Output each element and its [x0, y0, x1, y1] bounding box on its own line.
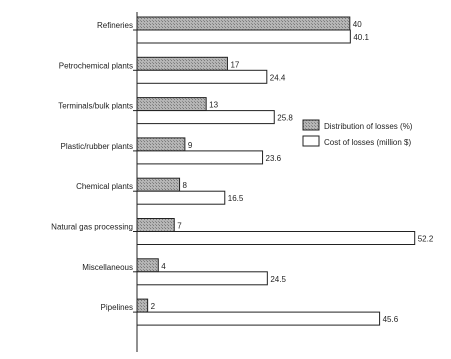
data-label: 40.1	[353, 33, 369, 42]
bar-layer	[136, 16, 416, 326]
bar-distribution-of-losses	[136, 16, 351, 31]
bar-cost-of-losses	[136, 271, 268, 286]
legend-entry: Distribution of losses (%)	[324, 122, 413, 131]
bar-cost-of-losses	[136, 69, 268, 84]
data-label: 17	[230, 60, 239, 69]
category-label: Refineries	[97, 21, 133, 30]
data-label: 24.4	[270, 73, 286, 82]
bar-distribution-of-losses	[136, 56, 228, 71]
legend-entry: Cost of losses (million $)	[324, 138, 411, 147]
bar-cost-of-losses	[136, 311, 381, 326]
category-label: Natural gas processing	[51, 223, 133, 232]
data-label: 8	[183, 181, 188, 190]
bar-cost-of-losses	[136, 231, 416, 245]
category-label: Terminals/bulk plants	[58, 102, 133, 111]
data-label: 7	[177, 222, 182, 231]
data-label: 4	[161, 262, 166, 271]
legend-swatch	[302, 135, 320, 147]
bar-distribution-of-losses	[136, 218, 175, 232]
data-label: 40	[353, 20, 362, 29]
category-label: Plastic/rubber plants	[61, 142, 133, 151]
bar-distribution-of-losses	[136, 97, 207, 112]
category-label: Pipelines	[101, 303, 133, 312]
data-label: 24.5	[270, 275, 286, 284]
bar-cost-of-losses	[136, 190, 226, 205]
bar-cost-of-losses	[136, 29, 351, 44]
data-label: 2	[151, 302, 156, 311]
bar-distribution-of-losses	[136, 298, 149, 313]
data-label: 16.5	[228, 194, 244, 203]
data-label: 13	[209, 101, 218, 110]
data-label: 9	[188, 141, 193, 150]
data-label: 23.6	[266, 154, 282, 163]
bar-distribution-of-losses	[136, 258, 159, 273]
data-label: 45.6	[383, 315, 399, 324]
legend: Distribution of losses (%) Cost of losses…	[302, 119, 413, 147]
legend-swatch	[302, 119, 320, 131]
data-label: 52.2	[418, 235, 434, 244]
category-label: Chemical plants	[76, 182, 133, 191]
bar-distribution-of-losses	[136, 177, 181, 192]
category-label: Miscellaneous	[82, 263, 133, 272]
bar-cost-of-losses	[136, 110, 275, 125]
category-label: Petrochemical plants	[59, 61, 133, 70]
bar-cost-of-losses	[136, 150, 264, 165]
bar-distribution-of-losses	[136, 137, 186, 152]
axis-layer	[133, 12, 138, 352]
data-label: 25.8	[277, 114, 293, 123]
